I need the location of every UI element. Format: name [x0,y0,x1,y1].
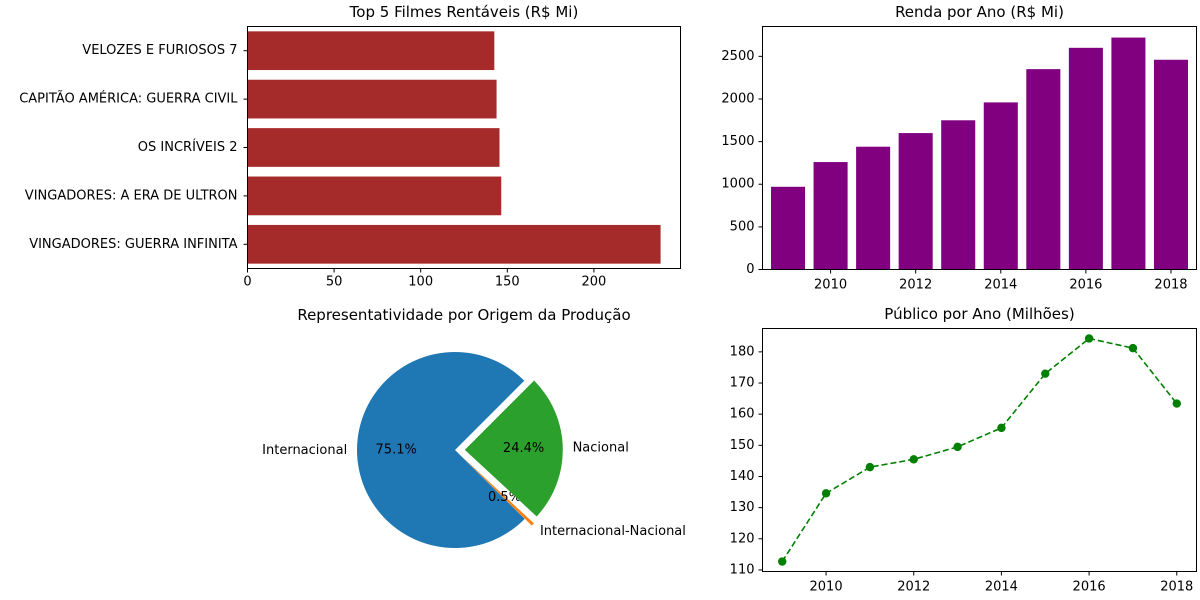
point-2016 [1084,334,1094,343]
y-tick-label: 140 [730,469,755,484]
bar-2014 [983,102,1018,270]
x-tick-label: 2012 [899,278,932,293]
pie-slice-1 [357,352,525,548]
bar-2016 [1068,47,1103,270]
y-tick-label: 150 [730,438,755,453]
bar-2009 [771,186,806,270]
y-tick-label: CAPITÃO AMÉRICA: GUERRA CIVIL [19,91,238,107]
plot-frame [762,26,1197,270]
bar-2010 [813,162,848,270]
bar-2017 [1111,37,1146,270]
x-tick-label: 2016 [1069,278,1102,293]
x-tick-label: 2010 [810,580,843,595]
chart-title: Público por Ano (Milhões) [884,305,1074,323]
chart-title: Renda por Ano (R$ Mi) [895,3,1064,21]
x-tick-label: 200 [581,275,606,290]
bar-2018 [1153,59,1188,270]
x-tick-label: 2014 [984,278,1017,293]
audience-by-year-chart: 110 120 130 140 150 160 170 180 2010 2012 2014 2016… [730,305,1197,595]
point-2012 [909,455,918,464]
y-tick-label: 500 [730,219,755,234]
y-tick-label: 1500 [721,134,754,149]
point-2017 [1128,343,1138,353]
x-tick-label: 150 [495,275,520,290]
bar-1 [247,224,661,264]
pie-slice-2 [462,456,534,526]
revenue-by-year-chart: 0 500 1000 1500 2000 2500 2010 2012 2014 2016 2018… [721,3,1197,293]
bar-5 [247,31,495,71]
y-tick-label: 130 [730,500,755,515]
chart-title: Representatividade por Origem da Produçã… [297,306,630,324]
x-tick-label: 2014 [985,580,1018,595]
point-2009 [778,557,787,566]
bar-2013 [941,120,976,270]
point-2014 [997,423,1006,433]
y-tick-label: VINGADORES: GUERRA INFINITA [29,237,237,252]
y-tick-label: VELOZES E FURIOSOS 7 [82,43,237,58]
x-tick-label: 0 [243,275,251,290]
point-2015 [1041,369,1050,378]
bar-3 [247,128,500,167]
pie-label: Internacional [262,443,347,458]
top-movies-chart: VINGADORES: GUERRA INFINITA VINGADORES: A… [19,3,681,290]
y-tick-label: 160 [730,407,755,422]
bar-4 [247,79,497,119]
x-tick-label: 2018 [1160,580,1193,595]
x-tick-label: 2016 [1073,580,1106,595]
y-tick-label: 2500 [721,49,754,64]
y-tick-label: 0 [746,262,754,277]
point-2018 [1172,399,1181,408]
y-tick-label: 180 [730,344,755,359]
y-tick-label: 110 [730,562,755,577]
plot-frame [762,328,1197,572]
point-2010 [821,489,831,498]
series-line [781,337,1178,562]
pie-label: Internacional-Nacional [540,524,686,539]
origin-pie-chart: Internacional 75.1% Internacional-Nacional… [262,306,686,548]
y-tick-label: OS INCRÍVEIS 2 [138,139,238,155]
bar-2012 [898,133,933,270]
y-tick-label: VINGADORES: A ERA DE ULTRON [25,188,238,203]
x-tick-label: 2012 [897,580,930,595]
x-tick-label: 100 [408,275,433,290]
pie-pct-label: 24.4% [503,441,544,456]
y-tick-label: 2000 [721,91,754,106]
y-tick-label: 1000 [721,177,754,192]
x-tick-label: 2018 [1154,278,1187,293]
plot-frame [247,26,681,269]
pie-slice-3 [464,380,563,517]
bar-2015 [1026,69,1061,270]
y-tick-label: 170 [730,376,755,391]
point-2011 [865,462,875,472]
bar-2011 [856,146,891,270]
bar-2 [247,176,502,216]
y-tick-label: 120 [730,531,755,546]
pie-label: Nacional [573,440,629,455]
x-tick-label: 50 [326,275,343,290]
x-tick-label: 2010 [814,278,847,293]
point-2013 [953,442,962,452]
chart-title: Top 5 Filmes Rentáveis (R$ Mi) [349,3,579,21]
pie-pct-label: 75.1% [376,443,417,458]
